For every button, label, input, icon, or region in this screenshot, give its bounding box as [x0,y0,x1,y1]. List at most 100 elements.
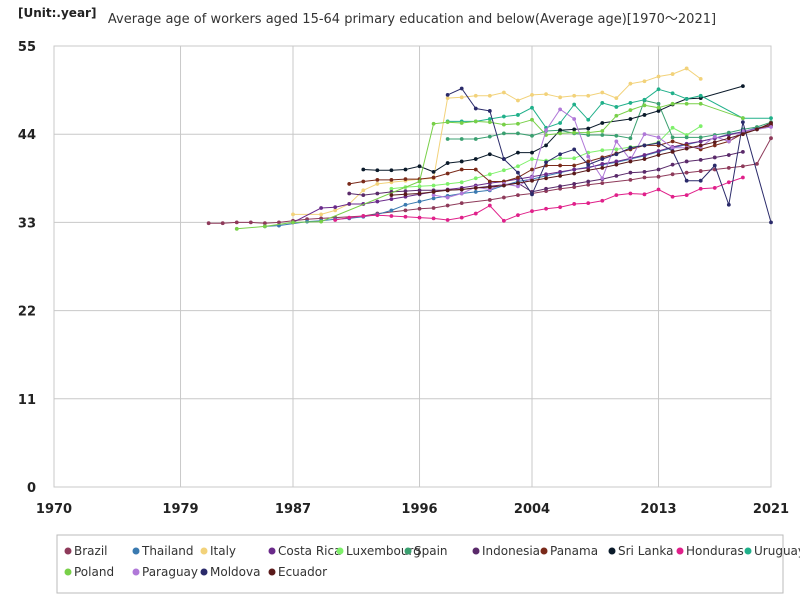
data-point [614,105,619,109]
data-point [726,130,731,135]
data-point [501,90,506,95]
data-point [459,167,464,172]
data-point [375,182,380,186]
data-point [712,155,717,160]
legend-marker [268,568,276,576]
series-line [264,125,772,227]
data-point [445,218,450,222]
series-poland [234,101,745,231]
data-point [459,159,464,164]
data-point [375,178,380,182]
data-point [698,139,703,144]
data-point [417,179,422,184]
data-point [572,163,577,168]
data-point [220,221,225,226]
data-point [614,159,619,164]
data-point [389,178,394,182]
y-tick-label: 11 [18,393,36,408]
data-point [248,220,253,225]
data-point [445,137,450,141]
data-point [501,168,506,173]
data-point [572,127,577,132]
data-point [698,169,703,173]
data-point [642,192,647,197]
data-point [600,176,605,181]
data-point [459,86,464,91]
x-tick-label: 1970 [36,502,72,517]
data-point [417,188,422,193]
series-lines [206,66,773,231]
data-point [473,190,478,194]
data-point [487,134,492,139]
data-point [670,149,675,154]
legend-label: Honduras [686,544,744,558]
data-point [516,121,520,126]
data-point [656,109,661,113]
data-point [769,121,773,125]
data-point [544,128,548,133]
data-point [628,159,633,164]
x-tick-label: 1979 [162,502,198,517]
data-point [487,185,492,190]
x-tick-label: 2004 [514,502,550,517]
data-point [445,96,450,101]
data-point [544,143,548,148]
data-point [473,137,478,141]
data-point [572,171,577,176]
data-point [656,74,661,79]
data-point [487,117,492,121]
data-point [459,187,464,192]
unit-label: [Unit:.year] [18,6,96,20]
y-tick-label: 55 [18,40,36,55]
data-point [291,220,295,225]
data-point [501,157,506,161]
data-point [656,105,661,110]
data-point [347,182,352,186]
data-point [656,87,661,92]
data-point [586,159,591,164]
data-point [530,93,534,97]
data-point [417,164,422,169]
data-point [361,179,366,184]
data-point [445,120,450,125]
data-point [628,170,633,175]
legend-marker [336,547,344,555]
data-point [628,81,633,86]
data-point [600,133,605,137]
data-point [628,136,633,141]
data-point [361,188,366,193]
data-point [544,176,548,181]
data-point [670,72,675,76]
data-point [712,186,717,190]
data-point [473,176,478,181]
data-point [614,113,619,118]
x-tick-label: 1996 [401,502,437,517]
data-point [614,173,619,178]
data-point [544,206,548,211]
data-point [769,116,773,121]
data-point [670,101,675,106]
legend-marker [200,568,208,576]
series-honduras [333,175,745,223]
data-point [389,193,394,198]
data-point [206,221,211,226]
data-point [586,162,591,167]
data-point [586,126,591,131]
data-point [572,156,577,161]
series-italy [291,66,703,217]
data-point [431,190,436,194]
legend-marker [64,547,72,555]
data-point [684,146,689,151]
data-point [431,216,436,221]
data-point [698,101,703,106]
data-point [656,101,661,106]
data-point [403,167,408,172]
data-point [319,212,324,217]
series-line [447,99,772,140]
data-point [572,167,577,172]
data-point [530,209,534,214]
data-point [277,220,281,225]
data-point [642,103,647,108]
data-point [670,172,675,177]
data-point [642,113,647,117]
